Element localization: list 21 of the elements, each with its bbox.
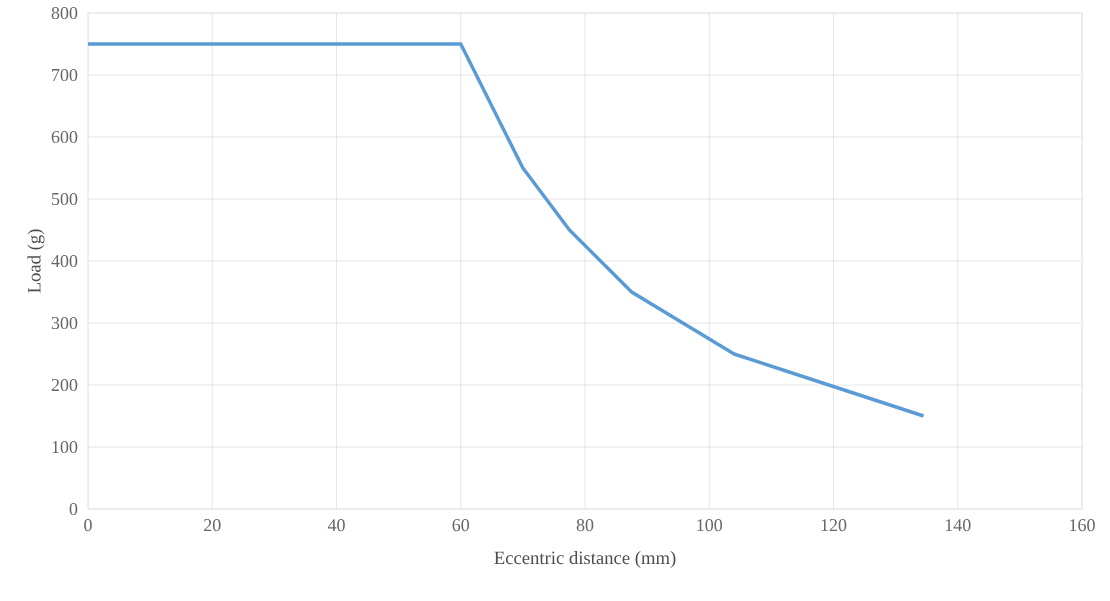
- y-tick-label: 300: [51, 316, 78, 330]
- y-tick-label: 700: [52, 68, 78, 82]
- x-axis-title: Eccentric distance (mm): [494, 551, 676, 568]
- x-tick-label: 80: [576, 519, 594, 532]
- y-tick-label: 800: [51, 6, 78, 20]
- y-tick-label: 500: [52, 192, 78, 206]
- y-tick-label: 100: [52, 440, 78, 454]
- x-tick-label: 100: [697, 519, 723, 532]
- x-tick-label: 20: [204, 519, 221, 532]
- line-series: [88, 42, 926, 418]
- y-tick-label: 0: [69, 502, 78, 516]
- x-tick-label: 0: [84, 519, 92, 532]
- x-tick-label: 140: [945, 519, 971, 532]
- y-tick-label: 400: [51, 254, 78, 268]
- x-tick-label: 120: [821, 519, 847, 532]
- x-tick-label: 160: [1070, 519, 1095, 532]
- y-axis-title: Load (g): [27, 229, 45, 293]
- x-tick-label: 40: [327, 519, 345, 532]
- y-tick-label: 600: [51, 130, 78, 144]
- x-tick-label: 60: [452, 519, 470, 532]
- y-tick-label: 200: [51, 378, 78, 392]
